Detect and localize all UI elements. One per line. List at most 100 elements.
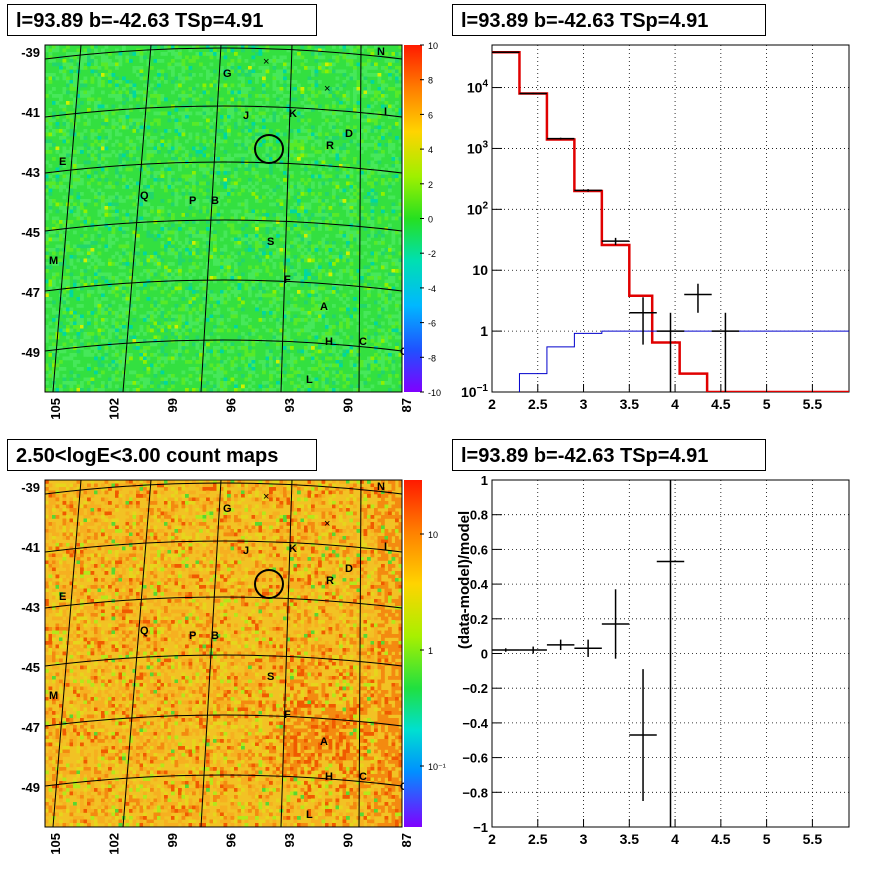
x-tick-label: 4 — [671, 396, 679, 412]
map-parallel — [45, 596, 402, 609]
map-meridian — [280, 480, 293, 827]
source-label: M — [49, 255, 58, 267]
source-label: A — [320, 301, 328, 313]
y-tick-label: 10 — [472, 262, 488, 278]
residual-plot: 2 2.5 3 3.5 4 4.5 5 5.5 1 0.8 0.6 0.4 0.2 0 −0.2 −0.4 −0… — [462, 473, 850, 847]
map-parallel — [45, 161, 402, 174]
residual-map: GNJKIDREQPBSMFAHCOL××-39-41-43-45-47-491… — [21, 44, 414, 420]
colorbar-tick-label: 10⁻¹ — [428, 762, 446, 772]
map-x-tick-label: 87 — [399, 398, 414, 412]
map-y-tick-label: -43 — [21, 165, 40, 180]
source-label: F — [284, 274, 291, 286]
source-cross: × — [263, 491, 269, 503]
source-label: S — [267, 236, 274, 248]
map-x-tick-label: 90 — [341, 833, 356, 847]
x-tick-label: 5.5 — [803, 396, 823, 412]
spectrum-plot: 2 2.5 3 3.5 4 4.5 5 5.5 10−1 1 10 102 103 104 — [461, 44, 850, 412]
map-y-tick-label: -41 — [21, 105, 40, 120]
y-tick-label: 0.8 — [470, 508, 488, 523]
axis-ticks: 10 8 6 4 2 0 -2 -4 -6 -8 -10 10 1 10⁻¹ — [420, 41, 446, 772]
source-label: H — [325, 771, 333, 783]
map-frame — [44, 44, 403, 393]
source-label: L — [306, 809, 313, 821]
colorbar-tick-label: -10 — [428, 388, 441, 398]
source-label: S — [267, 671, 274, 683]
x-tick-label: 5 — [763, 831, 771, 847]
colorbar-tick-label: -2 — [428, 249, 436, 259]
source-label: I — [384, 541, 387, 553]
x-tick-label: 3 — [580, 831, 588, 847]
map-x-tick-label: 96 — [224, 833, 239, 847]
map-y-tick-label: -45 — [21, 660, 40, 675]
map-x-tick-label: 93 — [282, 833, 297, 847]
map-parallel — [45, 47, 402, 60]
source-label: B — [211, 195, 219, 207]
x-tick-label: 4.5 — [711, 831, 731, 847]
colorbar-tick-label: 10 — [428, 41, 438, 51]
map-meridian — [122, 480, 152, 827]
source-label: B — [211, 630, 219, 642]
map-meridian — [200, 45, 222, 392]
y-tick-label: 104 — [467, 79, 489, 96]
map-meridian — [52, 480, 82, 827]
source-label: D — [345, 128, 353, 140]
source-label: J — [243, 110, 249, 122]
map-y-tick-label: -45 — [21, 225, 40, 240]
y-tick-label: 0.6 — [470, 542, 488, 557]
map-x-tick-label: 99 — [165, 398, 180, 412]
source-label: I — [384, 106, 387, 118]
map-parallel — [45, 339, 402, 352]
colorbar-tick-label: 1 — [428, 646, 433, 656]
map-x-tick-label: 87 — [399, 833, 414, 847]
map-x-tick-label: 102 — [107, 833, 122, 855]
x-tick-label: 2 — [488, 831, 496, 847]
colorbar-tick-label: 2 — [428, 180, 433, 190]
source-label: K — [289, 108, 297, 120]
colorbar-tick-label: -8 — [428, 353, 436, 363]
colorbar-top — [404, 45, 422, 392]
map-meridian — [122, 45, 152, 392]
source-cross: × — [324, 518, 330, 530]
source-label: J — [243, 545, 249, 557]
map-x-tick-label: 96 — [224, 398, 239, 412]
x-tick-label: 2 — [488, 396, 496, 412]
y-tick-label: −0.8 — [462, 785, 488, 800]
source-label: C — [359, 336, 367, 348]
x-tick-label: 5.5 — [803, 831, 823, 847]
map-y-tick-label: -41 — [21, 540, 40, 555]
map-parallel — [45, 219, 402, 232]
source-label: N — [377, 46, 385, 58]
y-tick-label: 103 — [467, 139, 489, 156]
x-tick-label: 3.5 — [620, 396, 640, 412]
panel-title-bottom-right: l=93.89 b=-42.63 TSp=4.91 — [452, 439, 766, 471]
map-y-tick-label: -39 — [21, 480, 40, 495]
map-parallel — [45, 482, 402, 495]
map-y-tick-label: -39 — [21, 45, 40, 60]
y-tick-label: −0.4 — [462, 716, 488, 731]
x-tick-label: 5 — [763, 396, 771, 412]
map-x-tick-label: 90 — [341, 398, 356, 412]
y-tick-label: 0.2 — [470, 612, 488, 627]
y-tick-label: 102 — [467, 200, 489, 217]
colorbar-bottom — [404, 480, 422, 827]
map-y-tick-label: -47 — [21, 720, 40, 735]
panel-title-top-right: l=93.89 b=-42.63 TSp=4.91 — [452, 4, 766, 36]
panel-title-bottom-left: 2.50<logE<3.00 count maps — [7, 439, 317, 471]
source-label: G — [223, 503, 232, 515]
map-parallel — [45, 105, 402, 118]
map-x-tick-label: 93 — [282, 398, 297, 412]
map-frame — [44, 479, 403, 828]
source-label: R — [326, 575, 334, 587]
map-meridian — [280, 45, 293, 392]
map-x-tick-label: 105 — [48, 398, 63, 420]
y-tick-label: −0.6 — [462, 751, 488, 766]
map-x-tick-label: 105 — [48, 833, 63, 855]
colorbar-tick-label: -6 — [428, 319, 436, 329]
map-parallel — [45, 774, 402, 787]
x-tick-label: 4 — [671, 831, 679, 847]
x-tick-label: 3 — [580, 396, 588, 412]
y-tick-label: −1 — [473, 820, 488, 835]
source-label: Q — [140, 625, 149, 637]
map-meridian — [200, 480, 222, 827]
